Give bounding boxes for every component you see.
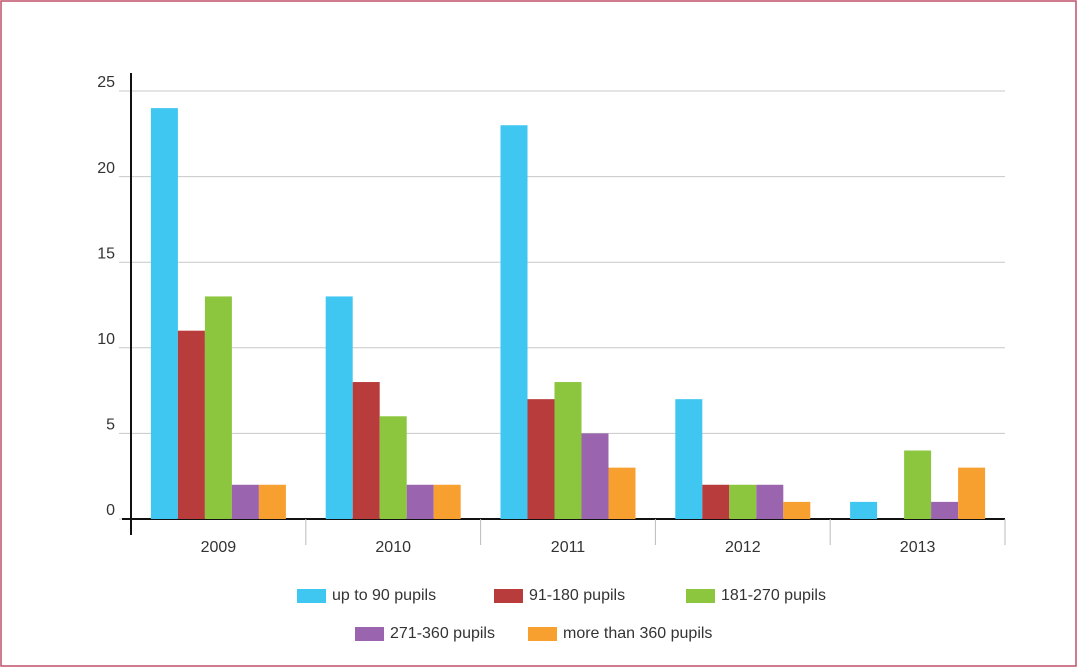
legend-label: 181-270 pupils: [721, 587, 826, 604]
legend-swatch: [355, 627, 384, 641]
legend-swatch: [494, 589, 523, 603]
bar: [500, 125, 528, 520]
bar: [702, 484, 730, 519]
y-tick-label: 5: [106, 417, 115, 434]
bar: [177, 330, 205, 519]
bar: [231, 484, 259, 519]
bar: [756, 484, 784, 519]
legend-swatch: [528, 627, 557, 641]
x-tick-label: 2009: [201, 539, 237, 556]
bar: [150, 108, 178, 520]
bar: [204, 296, 232, 519]
x-tick-label: 2012: [725, 539, 761, 556]
bar: [352, 382, 380, 519]
legend-swatch: [297, 589, 326, 603]
bar: [931, 501, 959, 519]
bar: [783, 501, 811, 519]
legend-label: up to 90 pupils: [332, 587, 436, 604]
bar: [904, 450, 932, 519]
bar: [527, 399, 555, 519]
legend-label: more than 360 pupils: [563, 625, 712, 642]
x-tick-label: 2010: [375, 539, 411, 556]
bar: [729, 484, 757, 519]
x-tick-label: 2013: [900, 539, 936, 556]
bar: [325, 296, 353, 519]
legend-label: 91-180 pupils: [529, 587, 625, 604]
bar: [850, 501, 878, 519]
bar: [379, 416, 407, 519]
bar: [675, 399, 703, 519]
bar: [433, 484, 461, 519]
y-tick-label: 15: [97, 245, 115, 262]
bar: [958, 467, 986, 519]
bar: [258, 484, 286, 519]
bar: [581, 433, 609, 519]
legend-label: 271-360 pupils: [390, 625, 495, 642]
y-tick-label: 0: [106, 502, 115, 519]
y-tick-label: 20: [97, 160, 115, 177]
y-tick-label: 25: [97, 74, 115, 91]
y-tick-label: 10: [97, 331, 115, 348]
x-tick-label: 2011: [551, 539, 586, 556]
legend-swatch: [686, 589, 715, 603]
bar: [554, 382, 582, 519]
bar: [406, 484, 434, 519]
bar: [608, 467, 636, 519]
